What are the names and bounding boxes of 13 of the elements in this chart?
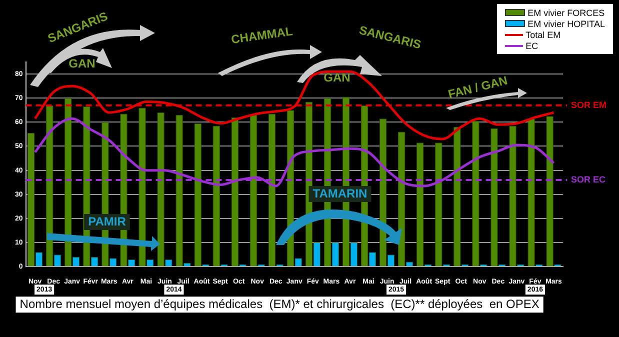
ref-line-label: SOR EM [571,100,607,110]
annotation: GAN [68,56,96,70]
annotation: TAMARIN [312,186,368,200]
annotation: PAMIR [88,214,126,228]
legend-label: EC [526,40,538,50]
annotation: GAN [324,70,350,84]
legend-label: EM vivier HOPITAL [528,18,605,28]
annotation: FAN / GAN [446,73,509,102]
text: CHAMMAL [230,24,294,47]
text: Nombre mensuel moyen d’équipes médicales (EM)* et chirurgicales (EC)** déployées en OPEX [20,296,540,311]
legend-label: Total EM [526,30,561,40]
legend-label: EM vivier FORCES [528,8,605,18]
ref-line-label: SOR EC [571,174,606,184]
